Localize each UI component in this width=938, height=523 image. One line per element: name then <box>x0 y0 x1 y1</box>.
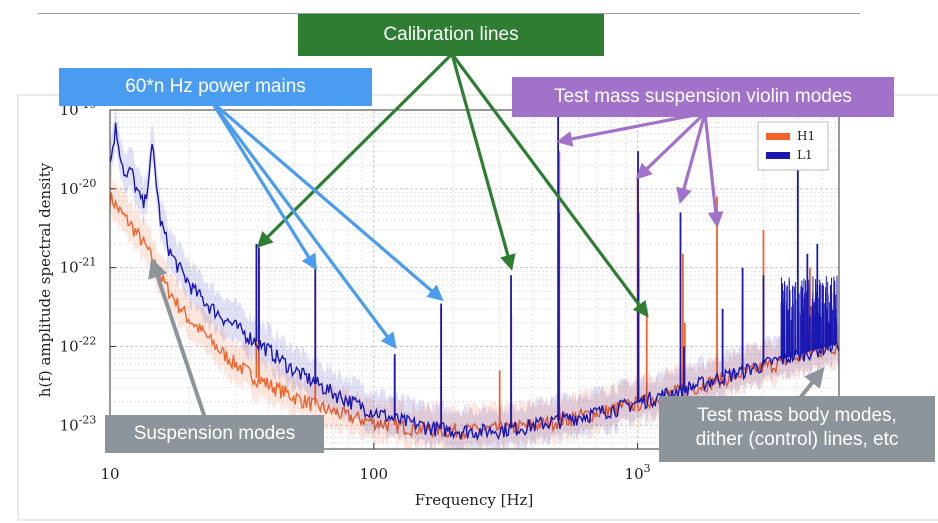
arrow-suspension <box>148 257 207 419</box>
arrow-power-mains <box>210 101 397 350</box>
callout-body-modes: Test mass body modes, dither (control) l… <box>659 396 935 462</box>
legend-box <box>757 121 829 171</box>
legend: H1 L1 <box>757 121 829 171</box>
plot-border <box>109 109 840 450</box>
legend-label-h1: H1 <box>797 129 815 143</box>
arrow-violin <box>556 111 706 147</box>
callout-body-modes-line-1: Test mass body modes, <box>697 405 897 426</box>
series-h1-band <box>110 170 839 449</box>
y-axis-label: h(f) amplitude spectral density <box>36 162 54 397</box>
plot-area <box>110 110 839 449</box>
series-l1-band <box>110 110 839 449</box>
arrow-violin <box>635 111 707 180</box>
grid <box>109 110 839 450</box>
arrow-violin <box>676 112 707 205</box>
callout-power-mains: 60*n Hz power mains <box>59 68 372 106</box>
arrow-calibration <box>450 53 649 318</box>
x-tick-label: 100 <box>359 465 388 483</box>
legend-label-l1: L1 <box>797 148 813 162</box>
arrow-body-modes <box>798 367 825 400</box>
callout-calibration-lines: Calibration lines <box>298 14 604 56</box>
top-divider-line <box>38 13 860 14</box>
arrow-calibration <box>450 53 516 271</box>
annotation-arrows <box>148 52 825 419</box>
arrow-violin <box>703 112 724 228</box>
arrow-calibration <box>256 52 454 248</box>
legend-swatch-l1 <box>766 152 790 159</box>
x-axis-label: Frequency [Hz] <box>415 491 534 509</box>
x-tick-label: 10 <box>100 465 119 483</box>
series-l1-trace <box>110 122 839 442</box>
legend-swatch-h1 <box>766 133 790 140</box>
arrow-power-mains <box>210 101 317 271</box>
callout-suspension-modes: Suspension modes <box>105 415 324 453</box>
callout-violin-modes: Test mass suspension violin modes <box>512 77 894 117</box>
arrow-power-mains <box>210 100 444 302</box>
callout-body-modes-line-2: dither (control) lines, etc <box>695 429 899 450</box>
